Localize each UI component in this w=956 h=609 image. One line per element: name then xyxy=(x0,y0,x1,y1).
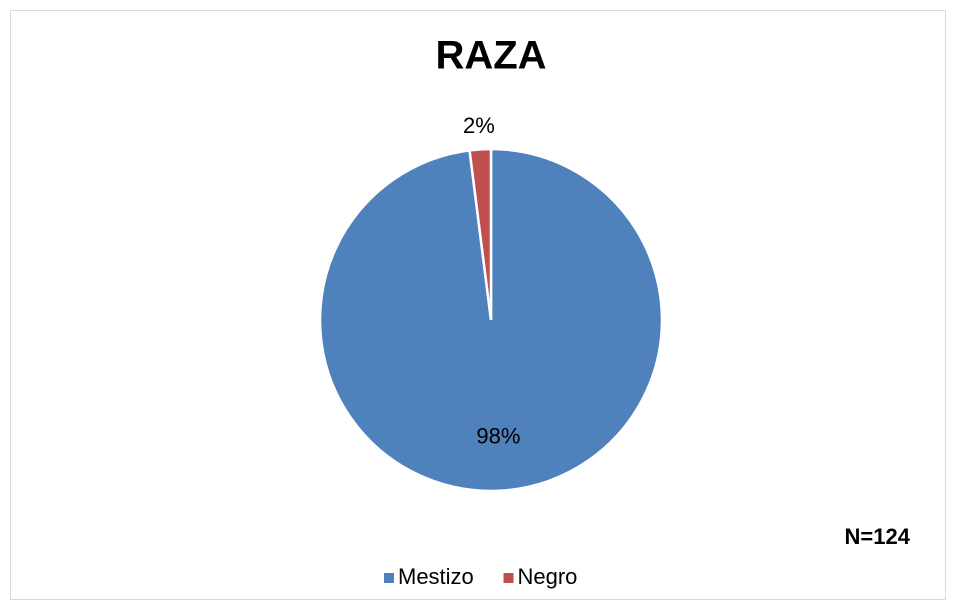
legend-swatch xyxy=(503,573,514,583)
legend-label: Mestizo xyxy=(398,564,474,589)
data-label: 98% xyxy=(476,424,520,449)
pie-slice xyxy=(468,147,493,321)
chart-title: RAZA xyxy=(435,34,546,78)
legend-label: Negro xyxy=(518,564,578,589)
annotation: N=124 xyxy=(845,524,911,549)
legend-swatch xyxy=(384,573,394,583)
data-label: 2% xyxy=(463,113,495,138)
pie-slice xyxy=(318,147,664,493)
